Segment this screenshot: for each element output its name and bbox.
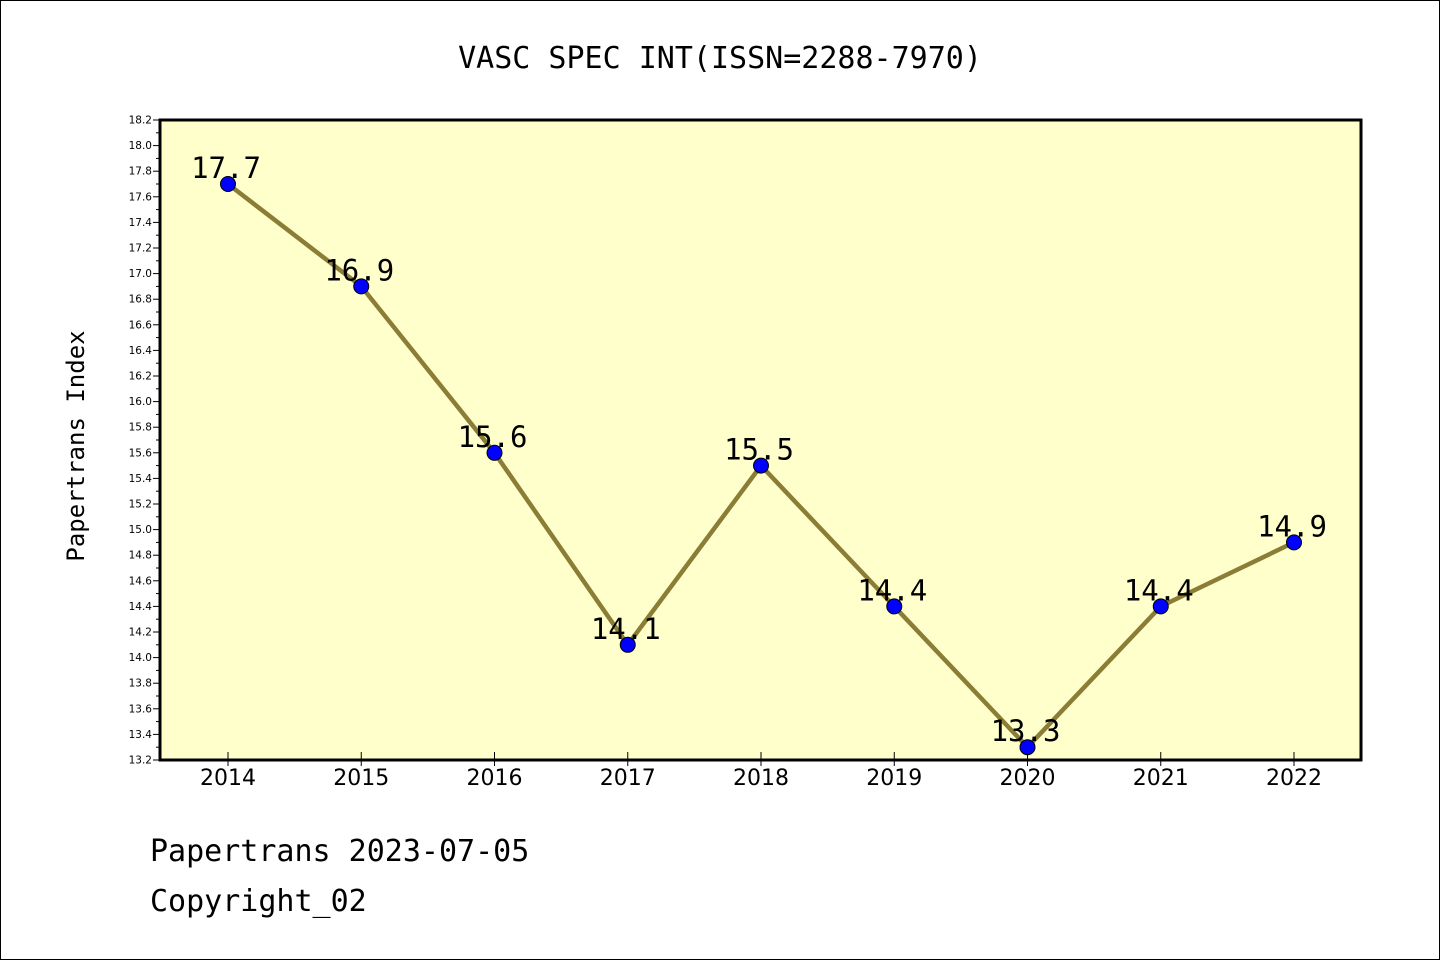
x-tick-label: 2017 xyxy=(600,766,656,791)
footer-copyright: Copyright_02 xyxy=(150,884,367,919)
data-label-2019: 14.4 xyxy=(857,573,927,607)
x-tick-label: 2015 xyxy=(333,766,389,791)
x-axis-ticks: 2014 2015 2016 2017 2018 2019 2020 2021 2022 xyxy=(200,752,1322,791)
data-label-2015: 16.9 xyxy=(324,253,394,287)
y-tick-label: 16.2 xyxy=(129,371,152,383)
data-point-2021 xyxy=(1152,598,1169,615)
y-tick-label: 14.2 xyxy=(129,627,152,639)
y-tick-label: 16.0 xyxy=(129,396,152,408)
y-tick-label: 15.8 xyxy=(129,422,152,434)
data-label-2014: 17.7 xyxy=(191,151,261,185)
y-tick-label: 15.2 xyxy=(129,499,152,511)
y-tick-label: 15.0 xyxy=(129,524,152,536)
y-tick-label: 13.6 xyxy=(129,703,153,715)
y-tick-label: 15.4 xyxy=(129,473,153,485)
y-tick-label: 15.6 xyxy=(129,447,153,459)
y-tick-label: 18.2 xyxy=(129,115,152,127)
y-tick-label: 14.8 xyxy=(129,550,152,562)
y-tick-label: 16.4 xyxy=(129,345,153,357)
data-label-2018: 15.5 xyxy=(724,433,794,467)
data-point-2018 xyxy=(753,457,769,474)
data-label-2022: 14.9 xyxy=(1257,509,1327,543)
data-label-2017: 14.1 xyxy=(591,612,661,646)
x-tick-label: 2014 xyxy=(200,766,256,791)
y-tick-label: 17.4 xyxy=(129,217,153,229)
y-tick-label: 17.6 xyxy=(129,191,153,203)
data-point-2020 xyxy=(1019,739,1036,756)
y-tick-label: 18.0 xyxy=(129,140,152,152)
x-tick-label: 2021 xyxy=(1133,766,1189,791)
y-axis-label: Papertrans Index xyxy=(62,330,90,561)
x-tick-label: 2022 xyxy=(1266,766,1322,791)
data-point-2016 xyxy=(486,444,503,461)
y-tick-label: 13.8 xyxy=(129,678,152,690)
y-tick-label: 13.2 xyxy=(129,755,152,767)
y-tick-label: 17.2 xyxy=(129,243,152,255)
plot-area xyxy=(158,118,1363,762)
y-axis-ticks: 13.2 13.4 13.6 13.8 14.0 14.2 14.4 14.6 14.8 15.0… xyxy=(129,115,160,767)
y-tick-label: 16.6 xyxy=(129,319,153,331)
x-tick-label: 2018 xyxy=(733,766,789,791)
x-tick-label: 2019 xyxy=(866,766,922,791)
data-point-2022 xyxy=(1286,534,1302,551)
x-tick-label: 2020 xyxy=(1000,766,1056,791)
y-tick-label: 14.0 xyxy=(129,652,152,664)
data-point-2019 xyxy=(886,598,903,615)
x-tick-label: 2016 xyxy=(467,766,523,791)
data-point-2017 xyxy=(619,636,636,653)
data-label-2020: 13.3 xyxy=(991,714,1061,748)
data-label-2016: 15.6 xyxy=(458,420,528,454)
y-tick-label: 13.4 xyxy=(129,729,153,741)
y-tick-label: 14.4 xyxy=(129,601,153,613)
data-point-2014 xyxy=(220,176,236,192)
data-point-2015 xyxy=(353,278,370,295)
footer-source: Papertrans 2023-07-05 xyxy=(150,834,530,869)
y-tick-label: 17.0 xyxy=(129,268,152,280)
series-group: 17.7 16.9 15.6 14.1 15.5 14.4 13.3 14.4 14.9 xyxy=(191,151,1327,756)
y-tick-label: 14.6 xyxy=(129,575,153,587)
chart-title: VASC SPEC INT(ISSN=2288-7970) xyxy=(458,41,982,76)
y-tick-label: 17.8 xyxy=(129,166,152,178)
data-label-2021: 14.4 xyxy=(1124,573,1194,607)
y-tick-label: 16.8 xyxy=(129,294,152,306)
